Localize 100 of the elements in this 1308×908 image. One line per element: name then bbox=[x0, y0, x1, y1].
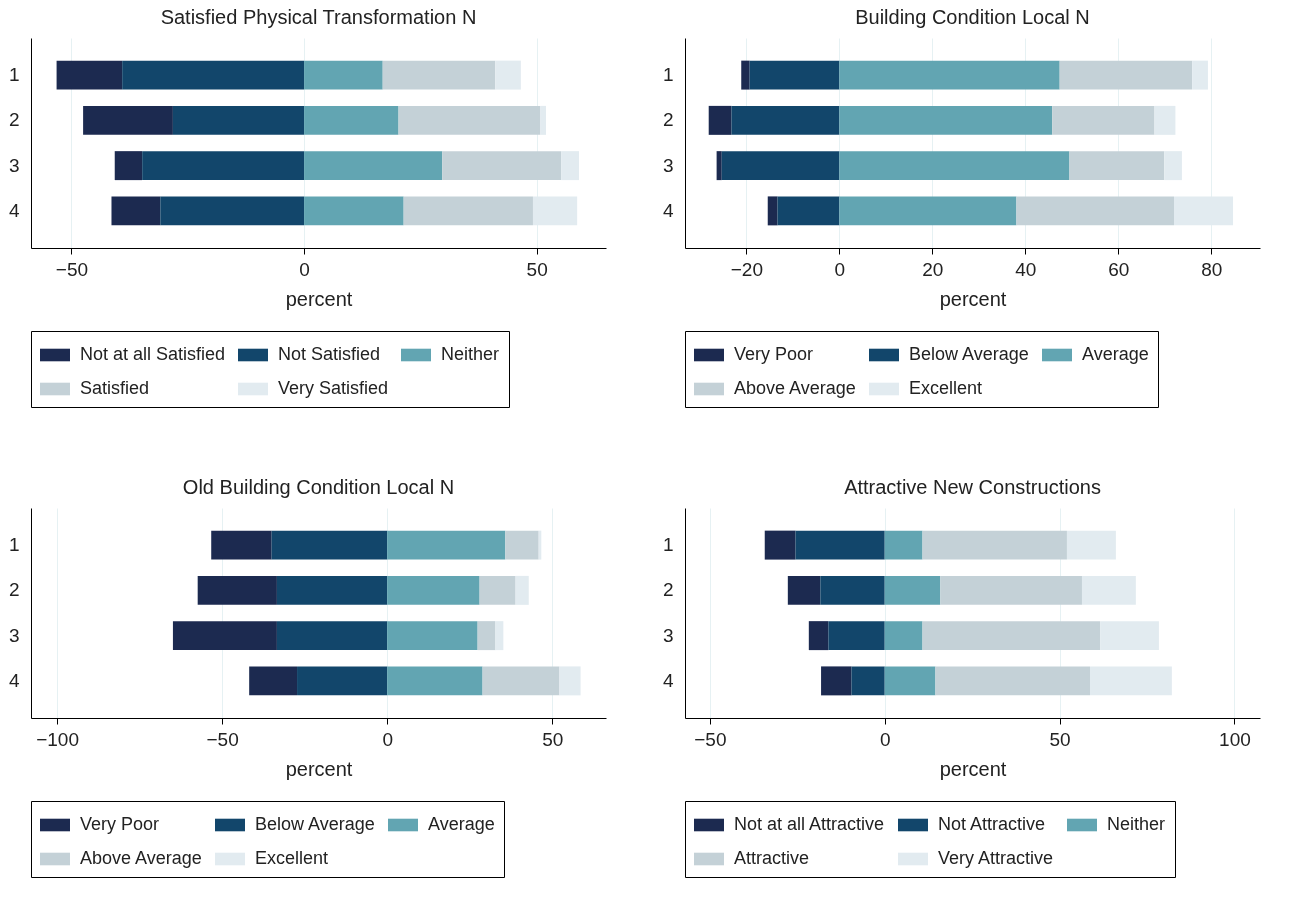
x-tick-label: 0 bbox=[299, 258, 310, 280]
x-tick-label: 0 bbox=[879, 728, 891, 750]
x-tick-label: −50 bbox=[694, 728, 727, 750]
legend-label: Above Average bbox=[80, 848, 202, 868]
x-tick-label: 0 bbox=[382, 728, 393, 750]
bar bbox=[387, 575, 480, 605]
bar bbox=[1052, 105, 1155, 135]
legend-label: Not at all Attractive bbox=[734, 814, 885, 834]
bar bbox=[442, 151, 562, 181]
bar bbox=[1016, 196, 1175, 226]
x-axis-title: percent bbox=[939, 757, 1007, 780]
legend-label: Satisfied bbox=[80, 378, 150, 398]
legend-label: Average bbox=[428, 814, 495, 834]
x-tick-label: 50 bbox=[542, 728, 564, 750]
y-tick-label: 1 bbox=[8, 64, 20, 86]
bar bbox=[1090, 666, 1172, 696]
bar bbox=[505, 530, 539, 560]
bar bbox=[935, 666, 1091, 696]
bar bbox=[922, 530, 1067, 560]
legend-label: Very Satisfied bbox=[278, 378, 389, 398]
y-tick-label: 2 bbox=[8, 579, 20, 601]
bar bbox=[304, 151, 443, 181]
bar bbox=[477, 621, 496, 651]
bar bbox=[1059, 60, 1193, 90]
bar bbox=[559, 666, 581, 696]
x-tick-label: −50 bbox=[55, 258, 89, 280]
legend-label: Neither bbox=[1107, 814, 1166, 834]
bar bbox=[479, 575, 516, 605]
bar bbox=[1081, 575, 1136, 605]
bar bbox=[382, 60, 496, 90]
bar bbox=[839, 151, 1070, 181]
x-tick-label: 50 bbox=[526, 258, 548, 280]
bar bbox=[839, 196, 1017, 226]
legend-label: Below Average bbox=[909, 344, 1029, 364]
bar bbox=[387, 621, 478, 651]
y-tick-label: 1 bbox=[662, 534, 674, 556]
bar bbox=[1100, 621, 1159, 651]
bar bbox=[839, 105, 1053, 135]
chart-title: Old Building Condition Local N bbox=[182, 476, 455, 498]
x-tick-label: 60 bbox=[1108, 258, 1130, 280]
y-tick-label: 4 bbox=[8, 669, 20, 691]
bar bbox=[1192, 60, 1208, 90]
bar bbox=[387, 530, 506, 560]
chart-title: Attractive New Constructions bbox=[844, 476, 1101, 498]
x-tick-label: 80 bbox=[1201, 258, 1223, 280]
legend-label: Average bbox=[1082, 344, 1149, 364]
chart-title: Building Condition Local N bbox=[855, 6, 1090, 28]
y-tick-label: 3 bbox=[662, 154, 674, 176]
bar bbox=[884, 621, 923, 651]
bar bbox=[940, 575, 1082, 605]
y-tick-label: 4 bbox=[8, 199, 20, 221]
legend-label: Not Attractive bbox=[938, 814, 1046, 834]
bar bbox=[839, 60, 1060, 90]
bar bbox=[304, 196, 404, 226]
x-axis-title: percent bbox=[285, 287, 353, 310]
bar bbox=[304, 105, 399, 135]
y-tick-label: 3 bbox=[8, 154, 20, 176]
bar bbox=[495, 60, 521, 90]
bar bbox=[387, 666, 483, 696]
bar bbox=[398, 105, 541, 135]
bar bbox=[1066, 530, 1116, 560]
x-axis-title: percent bbox=[939, 287, 1007, 310]
bar bbox=[1154, 105, 1176, 135]
legend-label: Excellent bbox=[255, 848, 329, 868]
legend-label: Not at all Satisfied bbox=[80, 344, 226, 364]
bar bbox=[1164, 151, 1182, 181]
x-tick-label: 20 bbox=[922, 258, 944, 280]
bar bbox=[482, 666, 560, 696]
legend-label: Very Attractive bbox=[938, 848, 1054, 868]
bar bbox=[403, 196, 533, 226]
x-tick-label: −50 bbox=[206, 728, 239, 750]
bar bbox=[1069, 151, 1165, 181]
bar bbox=[561, 151, 580, 181]
chart-title: Satisfied Physical Transformation N bbox=[160, 6, 477, 28]
y-tick-label: 2 bbox=[662, 109, 674, 131]
y-tick-label: 4 bbox=[662, 199, 674, 221]
y-tick-label: 1 bbox=[662, 64, 674, 86]
x-tick-label: −100 bbox=[36, 728, 79, 750]
legend-label: Not Satisfied bbox=[278, 344, 381, 364]
x-tick-label: −20 bbox=[730, 258, 763, 280]
y-tick-label: 3 bbox=[662, 624, 674, 646]
bar bbox=[495, 621, 504, 651]
bar bbox=[515, 575, 529, 605]
y-tick-label: 2 bbox=[8, 109, 20, 131]
legend-label: Below Average bbox=[255, 814, 375, 834]
legend-label: Very Poor bbox=[80, 814, 160, 834]
legend-label: Above Average bbox=[734, 378, 856, 398]
legend-label: Neither bbox=[441, 344, 500, 364]
bar bbox=[540, 105, 546, 135]
bar bbox=[922, 621, 1101, 651]
x-axis-title: percent bbox=[285, 757, 353, 780]
bar bbox=[884, 575, 941, 605]
x-tick-label: 0 bbox=[834, 258, 846, 280]
x-tick-label: 100 bbox=[1219, 728, 1251, 750]
y-tick-label: 2 bbox=[662, 579, 674, 601]
bar bbox=[884, 530, 923, 560]
y-tick-label: 1 bbox=[8, 534, 20, 556]
y-tick-label: 3 bbox=[8, 624, 20, 646]
legend-label: Very Poor bbox=[734, 344, 814, 364]
x-tick-label: 40 bbox=[1015, 258, 1037, 280]
